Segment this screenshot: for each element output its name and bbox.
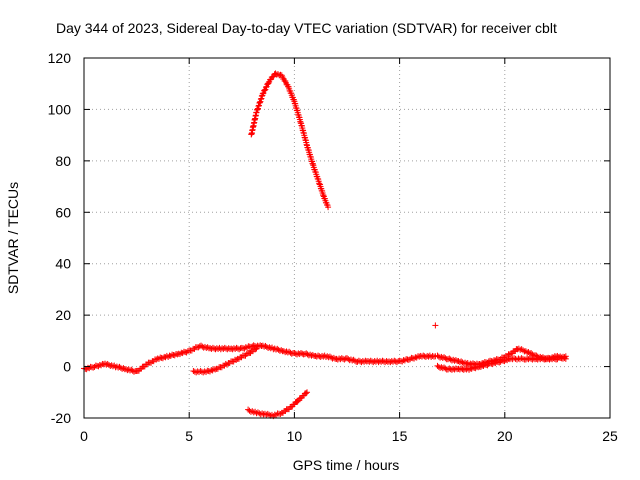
x-tick-label: 25	[602, 428, 618, 444]
data-marks	[81, 70, 569, 420]
chart-title: Day 344 of 2023, Sidereal Day-to-day VTE…	[56, 20, 557, 36]
y-tick-label: -20	[51, 410, 71, 426]
x-tick-label: 5	[185, 428, 193, 444]
y-tick-label: 60	[55, 204, 71, 220]
plot-frame	[83, 57, 611, 419]
x-axis-label: GPS time / hours	[293, 457, 400, 473]
y-tick-label: 80	[55, 153, 71, 169]
y-tick-label: 0	[63, 359, 71, 375]
x-tick-label: 15	[392, 428, 408, 444]
x-tick-label: 20	[497, 428, 513, 444]
y-tick-label: 20	[55, 307, 71, 323]
axis-ticks: 0 5 10 15 20 25 -20 0 20 40 60 80 100 120	[48, 50, 618, 444]
x-tick-label: 0	[80, 428, 88, 444]
y-tick-label: 40	[55, 256, 71, 272]
y-axis-label: SDTVAR / TECUs	[5, 182, 21, 294]
y-tick-label: 100	[48, 101, 72, 117]
y-tick-label: 120	[48, 50, 72, 66]
x-tick-label: 10	[287, 428, 303, 444]
